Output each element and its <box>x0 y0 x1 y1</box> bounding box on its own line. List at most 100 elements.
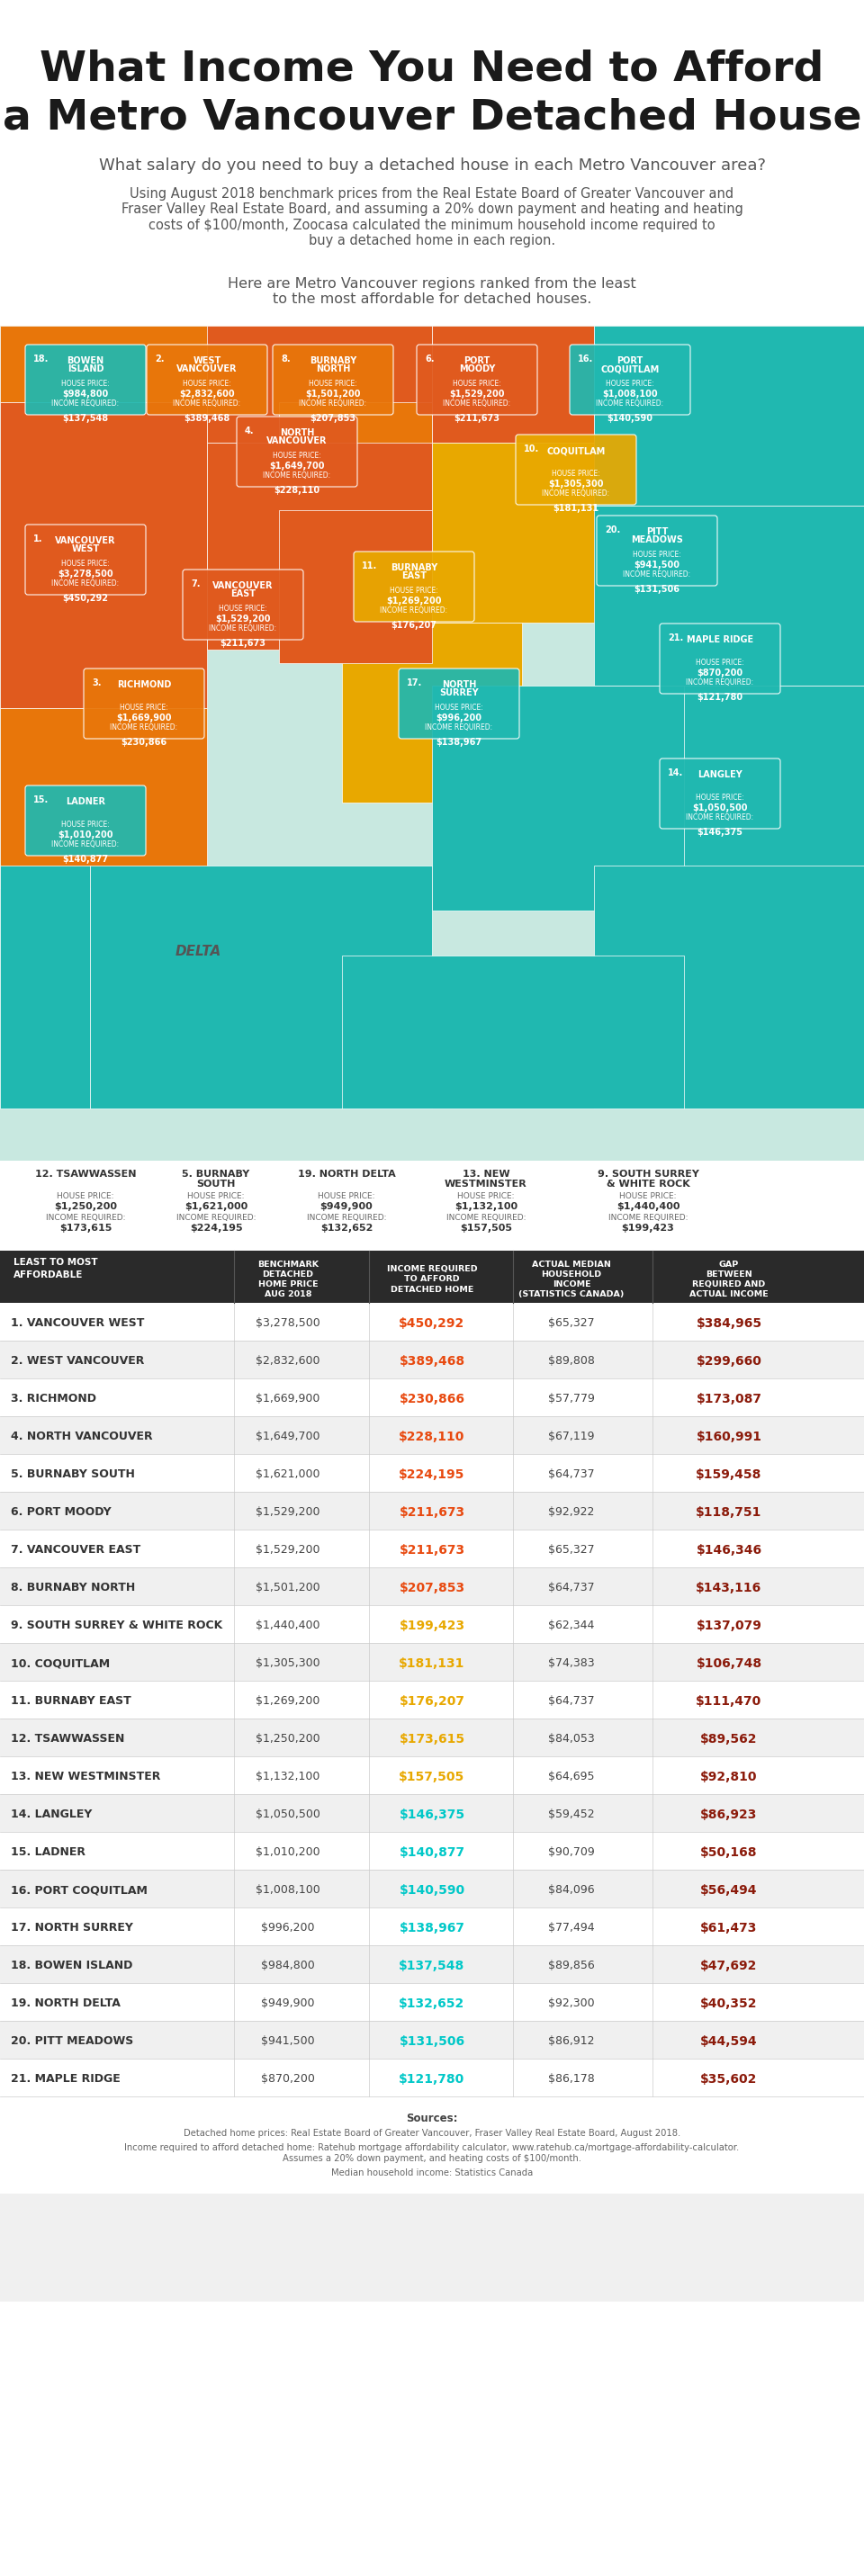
Text: 4.: 4. <box>245 428 254 435</box>
Text: HOUSE PRICE:: HOUSE PRICE: <box>61 822 110 829</box>
Text: $62,344: $62,344 <box>549 1620 594 1631</box>
Text: $1,621,000: $1,621,000 <box>184 1203 248 1211</box>
Text: What Income You Need to Afford: What Income You Need to Afford <box>40 49 824 90</box>
Text: $1,008,100: $1,008,100 <box>256 1886 321 1896</box>
Bar <box>0 1757 864 1793</box>
Text: 4. NORTH VANCOUVER: 4. NORTH VANCOUVER <box>10 1432 153 1443</box>
Text: $40,352: $40,352 <box>701 1996 758 2009</box>
Text: INCOME REQUIRED:: INCOME REQUIRED: <box>209 623 276 634</box>
Bar <box>0 402 207 708</box>
Text: $870,200: $870,200 <box>697 670 743 677</box>
Text: & WHITE ROCK: & WHITE ROCK <box>607 1180 689 1188</box>
Text: $941,500: $941,500 <box>261 2035 314 2048</box>
Text: NORTH: NORTH <box>315 363 350 374</box>
Bar <box>342 956 684 1108</box>
Text: $56,494: $56,494 <box>701 1883 758 1896</box>
Text: $1,529,200: $1,529,200 <box>256 1546 321 1556</box>
Text: INCOME REQUIRED:: INCOME REQUIRED: <box>443 399 511 407</box>
Text: $207,853: $207,853 <box>399 1582 465 1595</box>
Text: INCOME REQUIRED:: INCOME REQUIRED: <box>173 399 241 407</box>
Text: $143,116: $143,116 <box>696 1582 762 1595</box>
Text: ISLAND: ISLAND <box>67 363 104 374</box>
Text: $65,327: $65,327 <box>549 1546 594 1556</box>
Text: $1,501,200: $1,501,200 <box>305 389 360 399</box>
Text: Brought to you by: Brought to you by <box>711 2213 801 2223</box>
Text: $89,856: $89,856 <box>549 1960 594 1971</box>
Text: Detached home prices: Real Estate Board of Greater Vancouver, Fraser Valley Real: Detached home prices: Real Estate Board … <box>183 2128 681 2138</box>
Text: $1,529,200: $1,529,200 <box>256 1507 321 1517</box>
Text: $1,529,200: $1,529,200 <box>215 616 270 623</box>
Text: $941,500: $941,500 <box>634 562 680 569</box>
Text: $224,195: $224,195 <box>189 1224 243 1234</box>
Bar <box>207 443 432 649</box>
Bar <box>90 866 432 1108</box>
Text: 21.: 21. <box>668 634 683 641</box>
Text: 10.: 10. <box>524 446 539 453</box>
Text: 16. PORT COQUITLAM: 16. PORT COQUITLAM <box>10 1886 148 1896</box>
Text: INCOME REQUIRED:: INCOME REQUIRED: <box>111 724 178 732</box>
Text: $64,737: $64,737 <box>549 1695 594 1708</box>
Text: $160,991: $160,991 <box>696 1430 762 1443</box>
Text: $211,673: $211,673 <box>454 415 500 422</box>
Bar <box>0 1605 864 1643</box>
Text: INCOME REQUIRED:: INCOME REQUIRED: <box>52 840 119 848</box>
Text: $57,779: $57,779 <box>548 1394 594 1404</box>
Text: INCOME REQUIRED:: INCOME REQUIRED: <box>446 1213 526 1221</box>
Text: $1,050,500: $1,050,500 <box>692 804 747 811</box>
Text: INCOME REQUIRED:: INCOME REQUIRED: <box>380 605 448 616</box>
Text: LANGLEY: LANGLEY <box>697 770 742 778</box>
Text: $140,590: $140,590 <box>607 415 653 422</box>
Text: Median household income: Statistics Canada: Median household income: Statistics Cana… <box>331 2169 533 2177</box>
Bar <box>0 708 207 889</box>
Text: $3,278,500: $3,278,500 <box>58 569 113 580</box>
Text: 15. LADNER: 15. LADNER <box>10 1847 86 1857</box>
Bar <box>0 1906 864 1945</box>
Text: $137,079: $137,079 <box>696 1620 762 1633</box>
Text: Using August 2018 benchmark prices from the Real Estate Board of Greater Vancouv: Using August 2018 benchmark prices from … <box>121 188 743 247</box>
Text: $84,096: $84,096 <box>549 1886 594 1896</box>
Text: $1,440,400: $1,440,400 <box>616 1203 680 1211</box>
Text: $1,440,400: $1,440,400 <box>256 1620 321 1631</box>
Text: DETACHED: DETACHED <box>263 1270 314 1278</box>
Text: VANCOUVER: VANCOUVER <box>213 582 273 590</box>
Text: EAST: EAST <box>231 590 256 598</box>
Text: HOUSE PRICE:: HOUSE PRICE: <box>187 1193 245 1200</box>
Text: $2,832,600: $2,832,600 <box>179 389 235 399</box>
Text: LADNER: LADNER <box>66 796 105 806</box>
Text: $230,866: $230,866 <box>399 1394 465 1406</box>
Text: $230,866: $230,866 <box>121 737 167 747</box>
Text: 9. SOUTH SURREY & WHITE ROCK: 9. SOUTH SURREY & WHITE ROCK <box>10 1620 223 1631</box>
Text: $106,748: $106,748 <box>696 1656 762 1669</box>
Text: $1,132,100: $1,132,100 <box>454 1203 518 1211</box>
Text: $146,375: $146,375 <box>697 827 743 837</box>
Text: DETACHED HOME: DETACHED HOME <box>391 1285 473 1293</box>
Text: $140,590: $140,590 <box>399 1883 465 1896</box>
Text: INCOME REQUIRED:: INCOME REQUIRED: <box>608 1213 688 1221</box>
Text: $1,669,900: $1,669,900 <box>256 1394 321 1404</box>
Text: INCOME REQUIRED:: INCOME REQUIRED: <box>425 724 492 732</box>
Text: WESTMINSTER: WESTMINSTER <box>445 1180 527 1188</box>
Text: 7.: 7. <box>191 580 200 587</box>
Text: INCOME REQUIRED: INCOME REQUIRED <box>387 1265 477 1273</box>
Text: $1,269,200: $1,269,200 <box>386 598 442 605</box>
Bar <box>684 685 864 909</box>
Bar <box>0 1492 864 1530</box>
Text: $1,250,200: $1,250,200 <box>256 1734 321 1744</box>
Text: $157,505: $157,505 <box>399 1770 465 1783</box>
Text: ZOOCASA: ZOOCASA <box>695 2231 817 2254</box>
Text: $1,529,200: $1,529,200 <box>449 389 505 399</box>
FancyBboxPatch shape <box>273 345 393 415</box>
Text: $870,200: $870,200 <box>261 2074 315 2084</box>
Bar <box>594 325 864 505</box>
Text: INCOME REQUIRED:: INCOME REQUIRED: <box>264 471 331 479</box>
Text: $211,673: $211,673 <box>399 1543 465 1556</box>
Text: $173,087: $173,087 <box>696 1394 762 1406</box>
Text: HOUSE PRICE:: HOUSE PRICE: <box>552 469 600 477</box>
Text: HOUSE PRICE:: HOUSE PRICE: <box>57 1193 114 1200</box>
Text: Income required to afford detached home: Ratehub mortgage affordability calculat: Income required to afford detached home:… <box>124 2143 740 2164</box>
FancyBboxPatch shape <box>182 569 303 639</box>
Text: $384,965: $384,965 <box>696 1316 762 1329</box>
Text: $138,967: $138,967 <box>436 737 482 747</box>
Text: AFFORDABLE: AFFORDABLE <box>14 1270 83 1280</box>
Text: ACTUAL INCOME: ACTUAL INCOME <box>689 1291 768 1298</box>
